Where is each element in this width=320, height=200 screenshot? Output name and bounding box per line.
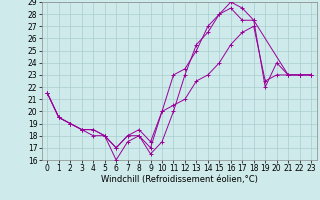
X-axis label: Windchill (Refroidissement éolien,°C): Windchill (Refroidissement éolien,°C) — [101, 175, 258, 184]
